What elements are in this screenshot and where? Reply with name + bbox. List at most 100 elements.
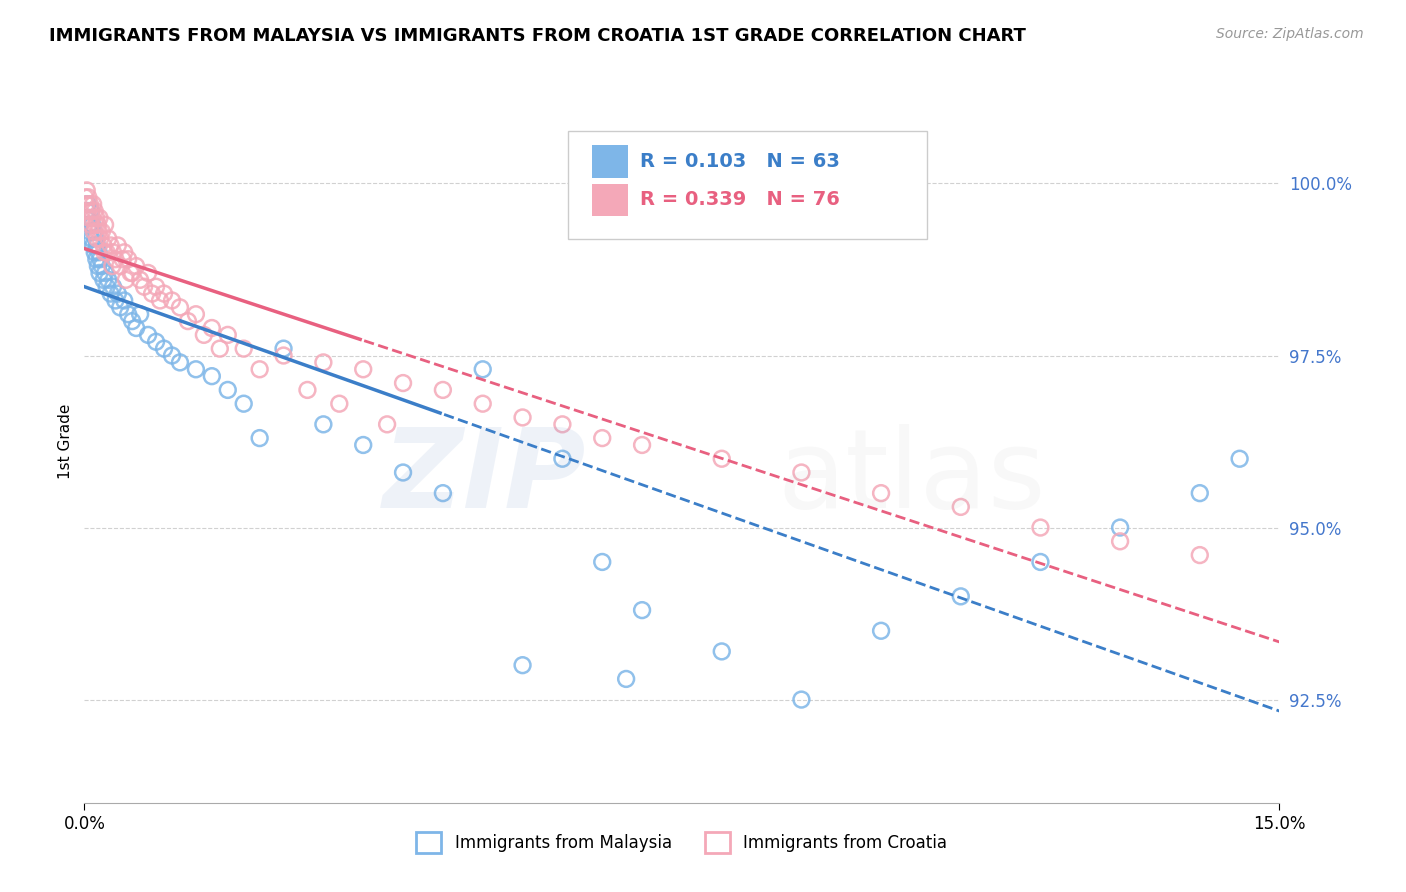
Point — [112, 245, 135, 260]
Point — [949, 590, 972, 604]
Point — [591, 555, 613, 569]
Point — [76, 204, 98, 219]
Point — [76, 204, 98, 219]
Point — [83, 225, 105, 239]
Point — [249, 362, 271, 376]
Point — [89, 252, 111, 267]
Point — [512, 658, 534, 673]
Point — [136, 327, 159, 342]
Point — [249, 431, 271, 445]
Point — [101, 245, 124, 260]
Text: ZIP: ZIP — [382, 425, 586, 531]
Point — [1188, 486, 1211, 500]
Point — [184, 307, 207, 321]
Point — [104, 293, 127, 308]
Point — [297, 383, 319, 397]
Point — [169, 355, 191, 369]
Point — [76, 197, 98, 211]
Point — [312, 417, 335, 432]
Point — [710, 644, 733, 658]
Point — [1109, 520, 1132, 534]
Point — [97, 231, 120, 245]
Point — [352, 362, 374, 376]
Point — [145, 279, 167, 293]
Point — [790, 466, 813, 480]
Point — [328, 397, 350, 411]
Point — [217, 327, 239, 342]
Point — [184, 362, 207, 376]
Point — [145, 334, 167, 349]
Point — [125, 321, 148, 335]
Point — [114, 273, 136, 287]
Point — [75, 190, 97, 204]
Point — [129, 273, 152, 287]
Point — [949, 500, 972, 514]
Point — [87, 259, 110, 273]
Point — [80, 204, 103, 219]
Point — [193, 327, 215, 342]
Point — [90, 225, 112, 239]
Point — [94, 218, 117, 232]
Point — [90, 259, 112, 273]
Point — [86, 211, 108, 225]
Point — [201, 321, 224, 335]
Point — [201, 369, 224, 384]
Point — [100, 286, 122, 301]
Point — [107, 238, 129, 252]
Point — [86, 231, 108, 245]
Point — [208, 342, 231, 356]
Point — [110, 301, 132, 315]
Point — [1029, 555, 1052, 569]
Point — [232, 342, 254, 356]
Point — [631, 603, 654, 617]
Point — [125, 259, 148, 273]
Point — [107, 286, 129, 301]
Point — [96, 279, 118, 293]
Point — [232, 397, 254, 411]
Point — [87, 218, 110, 232]
Point — [153, 286, 176, 301]
Point — [80, 231, 103, 245]
Text: atlas: atlas — [778, 425, 1046, 531]
Point — [117, 307, 139, 321]
Point — [392, 376, 415, 390]
Point — [77, 211, 100, 225]
Point — [471, 397, 494, 411]
Point — [104, 252, 127, 267]
Point — [551, 417, 574, 432]
Point — [352, 438, 374, 452]
Point — [132, 279, 156, 293]
Point — [160, 349, 183, 363]
Point — [101, 279, 124, 293]
Point — [273, 349, 295, 363]
Point — [177, 314, 200, 328]
Point — [94, 266, 117, 280]
Point — [82, 211, 104, 225]
FancyBboxPatch shape — [592, 184, 628, 216]
Point — [870, 624, 893, 638]
Point — [80, 218, 103, 232]
Point — [614, 672, 637, 686]
Point — [117, 252, 139, 267]
Point — [76, 183, 98, 197]
Point — [93, 245, 115, 260]
Point — [471, 362, 494, 376]
Text: R = 0.339   N = 76: R = 0.339 N = 76 — [640, 190, 839, 210]
Text: Source: ZipAtlas.com: Source: ZipAtlas.com — [1216, 27, 1364, 41]
Point — [136, 266, 159, 280]
Point — [217, 383, 239, 397]
Point — [100, 238, 122, 252]
FancyBboxPatch shape — [568, 131, 927, 239]
Text: R = 0.103   N = 63: R = 0.103 N = 63 — [640, 152, 839, 171]
Point — [710, 451, 733, 466]
Point — [93, 273, 115, 287]
Point — [512, 410, 534, 425]
Point — [870, 486, 893, 500]
Point — [77, 190, 100, 204]
Point — [110, 259, 132, 273]
Point — [77, 218, 100, 232]
Point — [77, 211, 100, 225]
Legend: Immigrants from Malaysia, Immigrants from Croatia: Immigrants from Malaysia, Immigrants fro… — [409, 826, 955, 860]
Point — [790, 692, 813, 706]
Point — [273, 342, 295, 356]
